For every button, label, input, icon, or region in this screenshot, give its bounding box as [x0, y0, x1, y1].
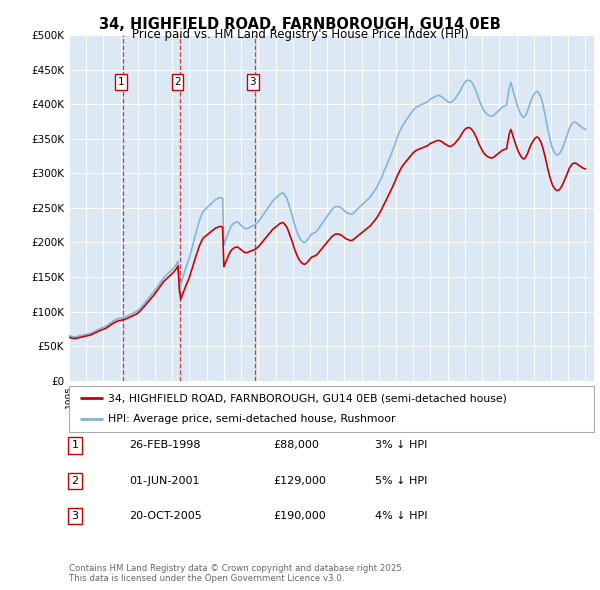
Text: 26-FEB-1998: 26-FEB-1998 — [129, 441, 200, 450]
Text: 2: 2 — [174, 77, 181, 87]
Text: 2: 2 — [71, 476, 79, 486]
Text: 1: 1 — [71, 441, 79, 450]
Text: Contains HM Land Registry data © Crown copyright and database right 2025.
This d: Contains HM Land Registry data © Crown c… — [69, 563, 404, 583]
Text: 34, HIGHFIELD ROAD, FARNBOROUGH, GU14 0EB (semi-detached house): 34, HIGHFIELD ROAD, FARNBOROUGH, GU14 0E… — [109, 394, 507, 404]
Text: 1: 1 — [118, 77, 124, 87]
Text: £88,000: £88,000 — [273, 441, 319, 450]
Text: £190,000: £190,000 — [273, 512, 326, 521]
Text: 20-OCT-2005: 20-OCT-2005 — [129, 512, 202, 521]
Text: 34, HIGHFIELD ROAD, FARNBOROUGH, GU14 0EB: 34, HIGHFIELD ROAD, FARNBOROUGH, GU14 0E… — [99, 17, 501, 31]
Text: £129,000: £129,000 — [273, 476, 326, 486]
Text: 5% ↓ HPI: 5% ↓ HPI — [375, 476, 427, 486]
Text: Price paid vs. HM Land Registry's House Price Index (HPI): Price paid vs. HM Land Registry's House … — [131, 28, 469, 41]
Text: HPI: Average price, semi-detached house, Rushmoor: HPI: Average price, semi-detached house,… — [109, 414, 396, 424]
Text: 3% ↓ HPI: 3% ↓ HPI — [375, 441, 427, 450]
Text: 01-JUN-2001: 01-JUN-2001 — [129, 476, 199, 486]
Text: 4% ↓ HPI: 4% ↓ HPI — [375, 512, 427, 521]
Text: 3: 3 — [250, 77, 256, 87]
Text: 3: 3 — [71, 512, 79, 521]
